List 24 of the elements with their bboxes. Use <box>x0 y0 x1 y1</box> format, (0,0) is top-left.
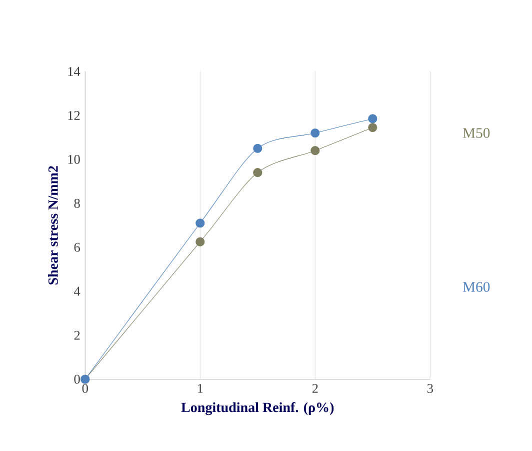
y-tick-label: 0 <box>74 374 80 384</box>
y-tick-label: 6 <box>74 242 80 252</box>
y-tick-label: 14 <box>68 67 80 76</box>
x-tick-label: 1 <box>198 384 203 393</box>
point <box>196 237 205 246</box>
x-tick-label: 2 <box>312 384 318 393</box>
x-tick-label: 0 <box>82 384 88 393</box>
point <box>310 146 320 156</box>
x-tick-label: 3 <box>427 384 433 393</box>
y-tick-label: 4 <box>74 286 80 296</box>
text: M60 <box>462 282 490 292</box>
text: M50 <box>462 128 490 138</box>
point <box>310 128 320 138</box>
x-axis-title: Longitudinal Reinf. (ρ%) <box>181 402 334 416</box>
point <box>368 114 378 124</box>
point <box>196 218 205 228</box>
point <box>368 122 378 132</box>
y-tick-label: 10 <box>68 154 80 164</box>
y-tick-label: 2 <box>74 330 80 340</box>
y-tick-label: 8 <box>74 198 80 208</box>
y-axis-title: Shear stress N/mm2 <box>48 166 58 284</box>
y-tick-label: 12 <box>68 110 80 120</box>
point <box>253 168 262 178</box>
point <box>253 144 262 153</box>
